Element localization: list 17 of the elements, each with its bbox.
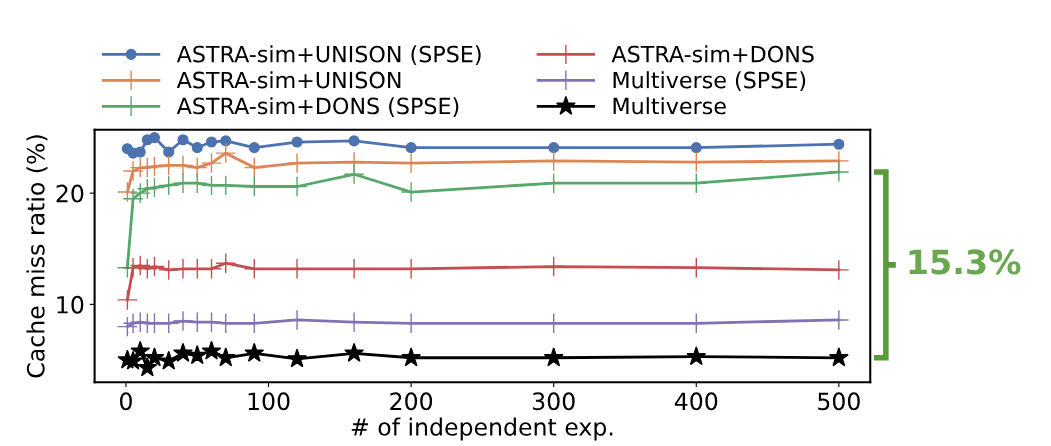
legend-label: ASTRA-sim+UNISON bbox=[176, 71, 401, 89]
x-tick-label: 400 bbox=[674, 392, 718, 411]
x-tick-label: 200 bbox=[390, 392, 433, 411]
legend-label: ASTRA-sim+DONS bbox=[611, 45, 814, 63]
legend-label: ASTRA-sim+DONS (SPSE) bbox=[176, 97, 459, 117]
x-tick-label: 500 bbox=[818, 392, 860, 411]
y-tick-label: 10 bbox=[57, 295, 84, 314]
x-tick-label: 300 bbox=[532, 392, 575, 411]
y-tick-label: 20 bbox=[56, 184, 84, 203]
legend-label: ASTRA-sim+UNISON (SPSE) bbox=[176, 45, 481, 66]
x-axis-title: # of independent exp. bbox=[351, 417, 613, 441]
legend-label: Multiverse bbox=[613, 97, 726, 115]
annotation: 15.3% bbox=[909, 249, 1021, 275]
y-axis-title: Cache miss ratio (%) bbox=[26, 135, 48, 378]
legend-label: Multiverse (SPSE) bbox=[613, 71, 806, 92]
x-tick-label: 100 bbox=[248, 392, 290, 411]
x-tick-label: 0 bbox=[120, 392, 132, 411]
